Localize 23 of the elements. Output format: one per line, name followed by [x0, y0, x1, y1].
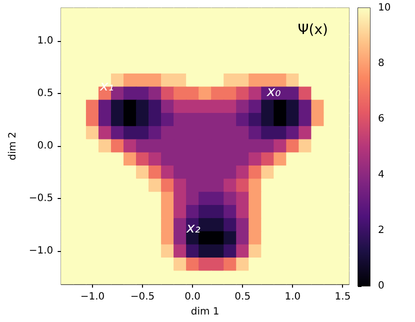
y-tick-label: 0.0 — [37, 140, 54, 152]
color-bar-label: 2 — [378, 224, 384, 236]
color-bar-label: 10 — [378, 2, 391, 14]
y-axis-title: dim 2 — [8, 132, 18, 160]
x-tick-label: 1.0 — [284, 292, 301, 303]
y-tick-label: −0.5 — [28, 193, 54, 204]
color-bar-label: 8 — [378, 58, 384, 70]
text: Ψ(x) — [298, 22, 328, 38]
color-bar-label: 6 — [378, 114, 384, 125]
y-tick-label: 0.5 — [37, 88, 54, 99]
x-tick-label: 1.5 — [334, 292, 351, 303]
x-axis-title: dim 1 — [190, 306, 220, 318]
x-tick-label: −0.5 — [130, 292, 155, 303]
color-bar-label: 0 — [378, 280, 384, 292]
annotation: x₁ — [98, 78, 114, 95]
annotation: x₀ — [266, 84, 282, 100]
x-tick-label: 0.0 — [184, 292, 201, 303]
annotation: x₂ — [186, 220, 201, 236]
x-tick-label: 0.5 — [234, 292, 251, 303]
y-tick-label: −1.0 — [28, 246, 54, 257]
y-tick-label: 1.0 — [37, 35, 54, 46]
color-bar-label: 4 — [378, 169, 384, 180]
x-tick-label: −1.0 — [80, 292, 105, 303]
